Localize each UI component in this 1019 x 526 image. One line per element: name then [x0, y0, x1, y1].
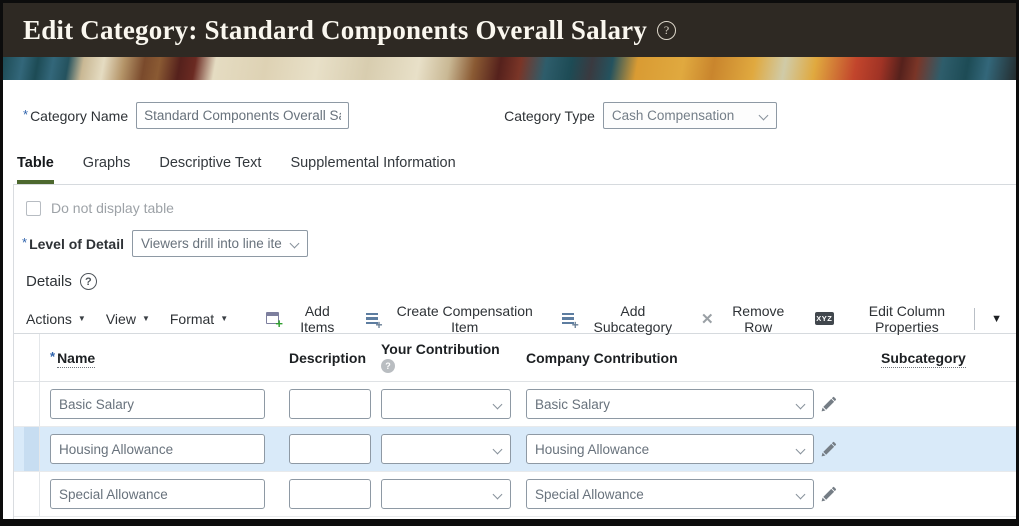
level-of-detail-select[interactable]: Viewers drill into line ite — [131, 230, 308, 257]
row-selector-cell[interactable] — [24, 472, 40, 516]
table-row[interactable]: Special Allowance — [14, 472, 1016, 517]
category-type-label: Category Type — [504, 107, 595, 124]
company-contribution-select[interactable]: Housing Allowance — [526, 434, 814, 464]
chevron-down-icon — [795, 444, 806, 455]
toolbar-overflow-button[interactable]: ▼ — [987, 313, 1006, 325]
edit-column-properties-button[interactable]: XYZ Edit Column Properties — [815, 303, 974, 335]
table-row[interactable]: Housing Allowance — [14, 427, 1016, 472]
row-selector-cell[interactable] — [24, 382, 40, 426]
add-subcategory-icon: + — [561, 311, 579, 331]
row-selector-header — [24, 334, 40, 381]
company-contribution-value: Special Allowance — [535, 486, 644, 502]
chevron-down-icon — [795, 489, 806, 500]
table-row[interactable]: Basic Salary — [14, 382, 1016, 427]
remove-row-button[interactable]: ✕ Remove Row — [701, 303, 797, 335]
add-items-button[interactable]: + Add Items — [266, 303, 347, 335]
column-header-company-contribution: Company Contribution — [526, 349, 678, 366]
grid-body: Basic Salary Housing Al — [14, 382, 1016, 517]
your-contribution-select[interactable] — [381, 389, 511, 419]
column-header-description: Description — [289, 349, 367, 366]
company-contribution-select[interactable]: Special Allowance — [526, 479, 814, 509]
required-asterisk: * — [23, 107, 29, 122]
tab-table[interactable]: Table — [17, 155, 54, 184]
level-of-detail-row: * Level of Detail Viewers drill into line… — [14, 216, 1016, 257]
view-menu[interactable]: View ▼ — [105, 310, 150, 327]
tab-divider — [13, 184, 1016, 185]
column-header-your-contribution: Your Contribution ? — [375, 342, 521, 373]
edit-pencil-icon[interactable] — [820, 396, 837, 413]
chevron-down-icon — [492, 489, 503, 500]
row-selector-cell[interactable] — [24, 427, 40, 471]
actions-menu[interactable]: Actions ▼ — [26, 310, 86, 327]
tab-graphs[interactable]: Graphs — [82, 155, 131, 171]
page-header: Edit Category: Standard Components Overa… — [3, 3, 1016, 57]
chevron-down-icon — [795, 399, 806, 410]
name-input[interactable] — [50, 479, 265, 509]
format-menu[interactable]: Format ▼ — [169, 310, 229, 327]
do-not-display-row: Do not display table — [14, 185, 1016, 216]
description-input[interactable] — [289, 479, 371, 509]
chevron-down-icon — [758, 110, 769, 121]
toolbar-overflow: ▼ — [974, 307, 1006, 330]
page-help-icon[interactable]: ? — [657, 20, 677, 40]
do-not-display-checkbox[interactable] — [26, 200, 41, 216]
company-contribution-value: Housing Allowance — [535, 441, 650, 457]
company-contribution-select[interactable]: Basic Salary — [526, 389, 814, 419]
chevron-down-icon — [289, 238, 300, 249]
tab-bar: Table Graphs Descriptive Text Supplement… — [17, 155, 1016, 184]
edit-pencil-icon[interactable] — [820, 486, 837, 503]
tab-supplemental-information[interactable]: Supplemental Information — [290, 155, 456, 171]
category-type-select[interactable]: Cash Compensation — [602, 102, 777, 129]
create-item-icon: + — [365, 311, 383, 331]
menu-arrow-icon: ▼ — [141, 314, 150, 323]
menu-arrow-icon: ▼ — [77, 314, 86, 323]
required-asterisk: * — [22, 235, 28, 250]
category-form: *Category Name Category Type Cash Compen… — [3, 80, 1016, 129]
level-of-detail-value: Viewers drill into line ite — [140, 236, 282, 251]
column-header-name[interactable]: * Name — [50, 349, 96, 368]
chevron-down-icon — [492, 444, 503, 455]
details-help-icon[interactable]: ? — [79, 273, 97, 290]
do-not-display-label: Do not display table — [51, 200, 174, 216]
grid-header-row: * Name Description Your Contribution ? Co… — [14, 334, 1016, 382]
table-tab-panel: Do not display table * Level of Detail Vi… — [13, 185, 1016, 519]
create-compensation-item-button[interactable]: + Create Compensation Item — [365, 303, 543, 335]
company-contribution-value: Basic Salary — [535, 396, 611, 412]
your-contribution-select[interactable] — [381, 479, 511, 509]
add-items-icon: + — [266, 311, 283, 330]
column-header-subcategory[interactable]: Subcategory — [881, 349, 966, 368]
category-type-value: Cash Compensation — [611, 108, 735, 123]
page-title: Edit Category: Standard Components Overa… — [23, 14, 648, 45]
tab-descriptive-text[interactable]: Descriptive Text — [159, 155, 262, 171]
your-contribution-help-icon[interactable]: ? — [381, 359, 395, 373]
description-input[interactable] — [289, 434, 371, 464]
toolbar-separator — [974, 307, 976, 330]
edit-pencil-icon[interactable] — [820, 441, 837, 458]
decorative-banner — [3, 57, 1016, 80]
level-of-detail-label: * Level of Detail — [22, 235, 124, 252]
details-heading: Details ? — [14, 257, 1016, 290]
chevron-down-icon — [492, 399, 503, 410]
add-subcategory-button[interactable]: + Add Subcategory — [561, 303, 683, 335]
description-input[interactable] — [289, 389, 371, 419]
menu-arrow-icon: ▼ — [220, 314, 229, 323]
remove-row-icon: ✕ — [700, 310, 714, 328]
category-name-label: * Category Name — [23, 107, 129, 124]
category-name-input[interactable] — [136, 102, 350, 129]
your-contribution-select[interactable] — [381, 434, 511, 464]
grid-toolbar: Actions ▼ View ▼ Format ▼ + Add Items — [14, 290, 1016, 335]
name-input[interactable] — [50, 434, 265, 464]
edit-column-properties-icon: XYZ — [815, 312, 834, 325]
name-input[interactable] — [50, 389, 265, 419]
